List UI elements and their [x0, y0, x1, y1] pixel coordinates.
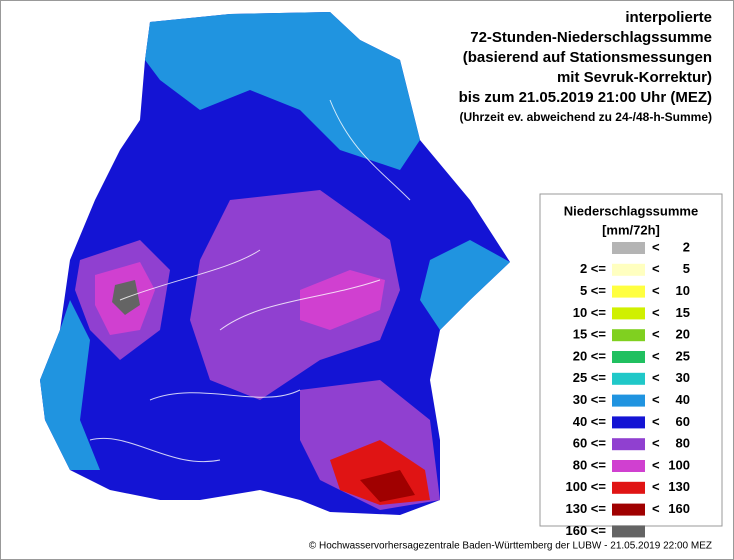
- legend-swatch: [612, 329, 645, 342]
- legend-lower: 60 <=: [573, 436, 607, 451]
- legend-swatch: [612, 242, 645, 254]
- region-light: [420, 240, 510, 330]
- legend-lower: 10 <=: [573, 305, 607, 320]
- legend-op: <: [652, 457, 660, 472]
- header-title-line: (basierend auf Stationsmessungen: [463, 49, 712, 66]
- legend-upper: 130: [668, 479, 690, 494]
- legend-op: <: [652, 501, 660, 516]
- legend-lower: 100 <=: [566, 479, 607, 494]
- legend-op: <: [652, 348, 660, 363]
- legend-upper: 20: [676, 327, 690, 342]
- footer: © Hochwasservorhersagezentrale Baden-Wür…: [309, 541, 712, 552]
- legend-op: <: [652, 414, 660, 429]
- legend-lower: 2 <=: [580, 261, 606, 276]
- map: [40, 12, 510, 515]
- legend-lower: 80 <=: [573, 457, 607, 472]
- header-title-line: bis zum 21.05.2019 21:00 Uhr (MEZ): [459, 89, 712, 106]
- legend-upper: 5: [683, 261, 690, 276]
- legend-op: <: [652, 479, 660, 494]
- legend-swatch: [612, 525, 645, 538]
- legend-swatch: [612, 503, 645, 516]
- legend-swatch: [612, 438, 645, 451]
- legend-rows: <2 2 <= <5 5 <= <10 10 <= <15 15 <= <20 20 <= <25 2…: [566, 239, 691, 537]
- legend-op: <: [652, 261, 660, 276]
- region-light: [145, 12, 420, 170]
- legend-upper: 80: [676, 436, 690, 451]
- legend-swatch: [612, 394, 645, 407]
- legend-lower: 20 <=: [573, 348, 607, 363]
- legend-op: <: [652, 436, 660, 451]
- legend-swatch: [612, 307, 645, 320]
- legend-upper: 40: [676, 392, 690, 407]
- legend-op: <: [652, 239, 660, 254]
- legend-upper: 100: [668, 457, 690, 472]
- legend-op: <: [652, 305, 660, 320]
- legend-lower: 40 <=: [573, 414, 607, 429]
- legend-swatch: [612, 351, 645, 363]
- boundary-line: [89, 99, 411, 462]
- legend-lower: 5 <=: [580, 283, 606, 298]
- legend-upper: 10: [676, 283, 690, 298]
- legend-upper: 15: [676, 305, 690, 320]
- legend-title: Niederschlagssumme: [564, 203, 698, 218]
- legend-op: <: [652, 370, 660, 385]
- legend-op: <: [652, 327, 660, 342]
- header-title-line: 72-Stunden-Niederschlagssumme: [470, 29, 712, 46]
- legend-lower: 25 <=: [573, 370, 607, 385]
- legend-upper: 60: [676, 414, 690, 429]
- legend-swatch: [612, 481, 645, 494]
- legend-unit: [mm/72h]: [602, 222, 660, 237]
- legend-swatch: [612, 263, 645, 276]
- legend-upper: 30: [676, 370, 690, 385]
- legend-lower: 15 <=: [573, 327, 607, 342]
- legend-upper: 25: [676, 348, 690, 363]
- legend-upper: 2: [683, 239, 690, 254]
- region-light: [40, 300, 100, 470]
- header-title-line: interpolierte: [625, 9, 712, 26]
- legend-lower: 30 <=: [573, 392, 607, 407]
- legend-swatch: [612, 460, 645, 472]
- legend-upper: 160: [668, 501, 690, 516]
- header: interpolierte 72-Stunden-Niederschlagssum…: [459, 9, 712, 106]
- region-purple: [190, 190, 400, 400]
- legend-swatch: [612, 416, 645, 429]
- legend-op: <: [652, 392, 660, 407]
- legend-lower: 130 <=: [566, 501, 607, 516]
- legend-swatch: [612, 285, 645, 298]
- legend-lower: 160 <=: [566, 523, 607, 538]
- header-note: (Uhrzeit ev. abweichend zu 24-/48-h-Summ…: [460, 110, 713, 124]
- legend-swatch: [612, 372, 645, 385]
- legend-op: <: [652, 283, 660, 298]
- header-title-line: mit Sevruk-Korrektur): [557, 69, 712, 86]
- region-darkred: [360, 470, 415, 502]
